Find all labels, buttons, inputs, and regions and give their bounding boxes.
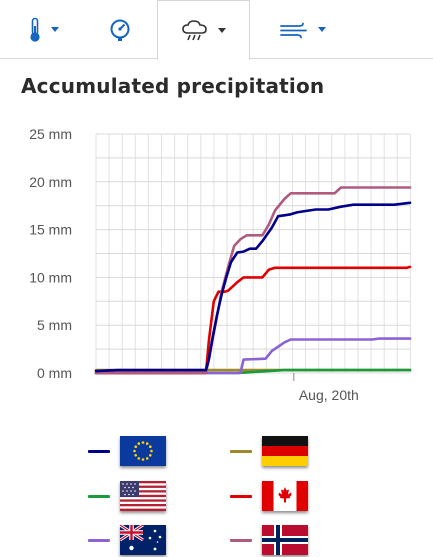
- tab-precipitation[interactable]: [157, 0, 250, 60]
- tab-pressure[interactable]: [100, 0, 140, 59]
- legend-item-germany[interactable]: [230, 436, 308, 466]
- y-tick-label: 20 mm: [29, 174, 72, 190]
- legend-item-eu[interactable]: [88, 436, 166, 466]
- chevron-down-icon: [317, 27, 326, 32]
- thermometer-icon: [28, 17, 42, 43]
- legend-item-australia[interactable]: [88, 525, 166, 555]
- legend-item-norway[interactable]: [230, 525, 308, 555]
- chevron-down-icon: [50, 27, 59, 32]
- germany-flag: [262, 436, 308, 466]
- precipitation-line-chart: 0 mm 5 mm 10 mm 15 mm 20 mm 25 mm Aug, 20th: [29, 126, 412, 403]
- legend-swatch-norway: [230, 538, 252, 542]
- legend-item-canada[interactable]: [230, 481, 308, 511]
- legend-swatch-germany: [230, 449, 252, 453]
- series-line-au[interactable]: [94, 337, 412, 375]
- legend-swatch-eu: [88, 449, 110, 453]
- tab-temperature[interactable]: [18, 0, 68, 59]
- x-tick-label: Aug, 20th: [299, 387, 359, 403]
- rain-cloud-icon: [181, 19, 209, 42]
- wind-icon: [279, 21, 309, 39]
- usa-flag: [120, 481, 166, 511]
- norway-flag: [262, 525, 308, 555]
- legend-swatch-canada: [230, 494, 252, 498]
- series-line-ca[interactable]: [94, 265, 412, 375]
- gauge-icon: [109, 18, 131, 42]
- y-tick-label: 5 mm: [37, 317, 72, 333]
- y-tick-label: 0 mm: [37, 365, 72, 381]
- australia-flag: [120, 525, 166, 555]
- canada-flag: [262, 481, 308, 511]
- y-tick-label: 15 mm: [29, 222, 72, 238]
- y-tick-label: 25 mm: [29, 126, 72, 142]
- chart-title: Accumulated precipitation: [21, 74, 325, 98]
- y-tick-label: 10 mm: [29, 269, 72, 285]
- series-line-eu[interactable]: [94, 201, 412, 373]
- forecast-tab-bar: [0, 0, 433, 60]
- chevron-down-icon: [218, 28, 226, 33]
- legend-swatch-usa: [88, 494, 110, 498]
- legend-item-usa[interactable]: [88, 481, 166, 511]
- tab-wind[interactable]: [272, 0, 332, 59]
- eu-flag: [120, 436, 166, 466]
- legend-swatch-australia: [88, 538, 110, 542]
